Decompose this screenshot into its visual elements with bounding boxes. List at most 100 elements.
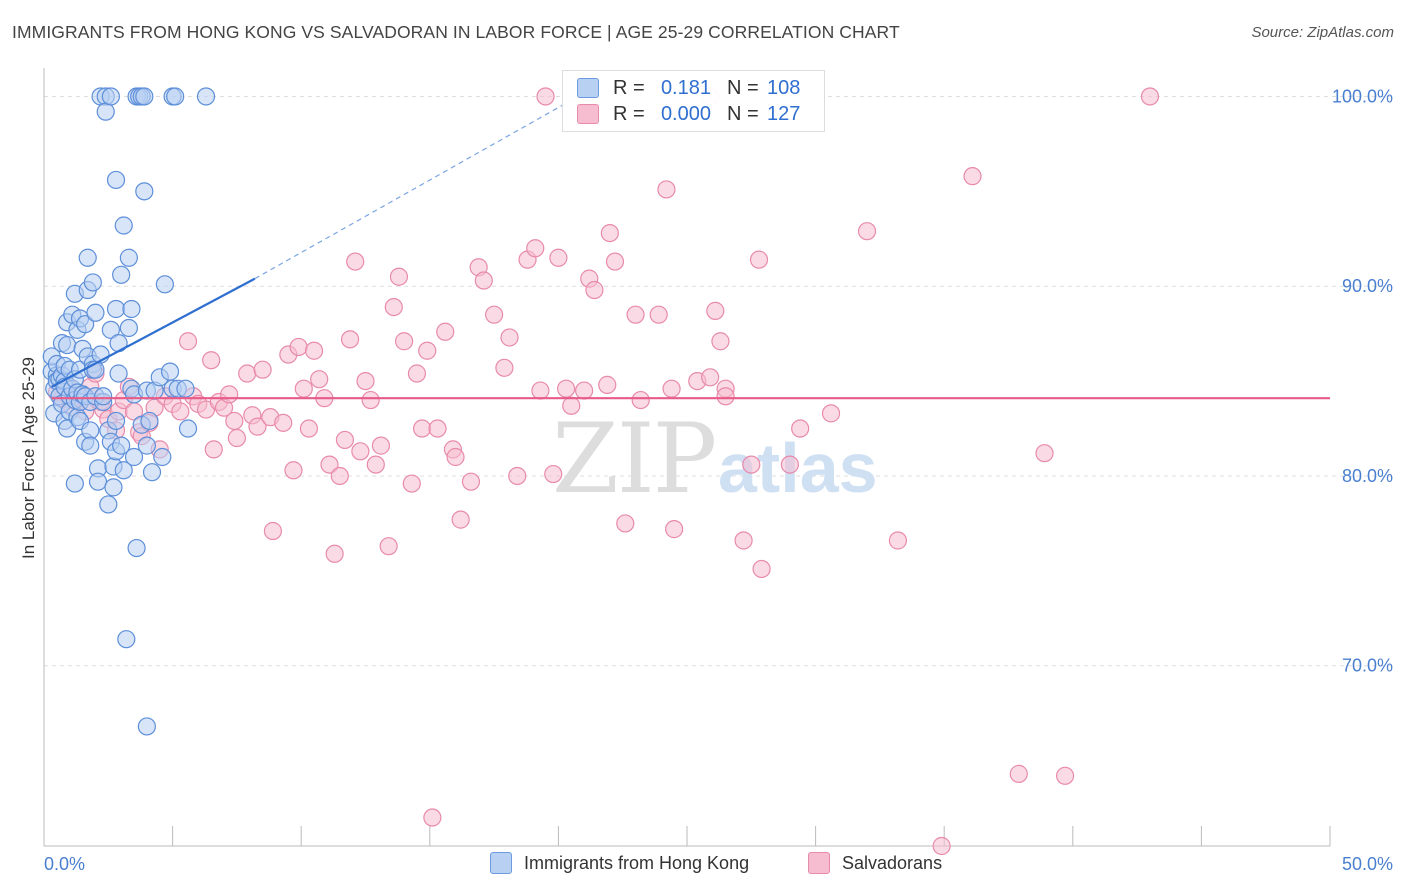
hong-kong-point: [137, 436, 156, 455]
salvadoran-point: [657, 180, 676, 199]
hong-kong-point: [119, 318, 138, 338]
hong-kong-point: [58, 335, 77, 355]
legend-r-value: 0.000: [660, 102, 711, 125]
y-axis-title: In Labor Force | Age 25-29: [19, 357, 38, 559]
salvadoran-point: [1140, 87, 1160, 106]
salvadoran-point: [616, 514, 635, 533]
salvadoran-point: [485, 305, 504, 324]
hong-kong-point: [86, 303, 105, 322]
salvadoran-point: [178, 332, 198, 351]
salvadoran-point: [857, 222, 877, 241]
salvadoran-point: [412, 419, 432, 438]
y-tick-label: 100.0%: [1332, 86, 1393, 106]
salvadoran-point: [389, 267, 409, 286]
salvadoran-point: [662, 379, 681, 398]
salvadoran-point: [508, 466, 527, 486]
salvadoran-point: [780, 455, 799, 474]
salvadoran-point: [407, 364, 427, 383]
salvadoran-point: [423, 808, 442, 827]
salvadoran-point: [665, 520, 684, 539]
legend-label-hong-kong: Immigrants from Hong Kong: [524, 852, 750, 873]
hong-kong-point: [106, 411, 126, 431]
salvadoran-point: [600, 223, 619, 243]
hong-kong-point: [106, 299, 126, 319]
hong-kong-point: [196, 87, 216, 106]
hong-kong-point: [78, 248, 97, 267]
salvadoran-point: [752, 559, 771, 579]
hong-kong-point: [99, 495, 118, 514]
salvadoran-point: [371, 436, 391, 455]
salvadoran-point: [171, 402, 190, 421]
salvadoran-point: [320, 455, 339, 474]
salvadoran-point: [526, 239, 545, 258]
watermark-zip: ZIP: [552, 403, 715, 515]
x-tick-label: 0.0%: [44, 854, 85, 874]
hong-kong-point: [127, 538, 146, 558]
salvadoran-point: [361, 390, 380, 410]
salvadoran-point: [734, 531, 753, 550]
tick-labels: 70.0% 80.0% 90.0% 100.0% 0.0% 50.0%: [44, 86, 1393, 874]
salvadoran-point: [428, 419, 447, 438]
salvadoran-point: [310, 370, 329, 389]
salvadoran-point: [474, 271, 493, 290]
salvadoran-point: [248, 417, 267, 436]
hong-kong-point: [83, 273, 102, 292]
salvadoran-point: [202, 351, 221, 370]
series-legend: Immigrants from Hong Kong Salvadorans: [0, 852, 1406, 878]
legend-item-hong-kong[interactable]: Immigrants from Hong Kong: [490, 852, 749, 874]
salvadoran-point: [749, 250, 769, 269]
hong-kong-point: [178, 419, 198, 438]
hong-kong-point: [124, 447, 144, 467]
legend-r-label: R =: [613, 102, 645, 125]
salvadoran-point: [253, 360, 272, 379]
salvadoran-point: [330, 466, 349, 486]
legend-row-hong-kong: R = 0.181 N = 108: [577, 76, 800, 100]
hong-kong-point: [112, 265, 131, 284]
hong-kong-point: [160, 362, 180, 381]
salvadoran-point: [562, 396, 581, 415]
salvadoran-point: [227, 428, 246, 448]
salvadoran-point: [461, 472, 481, 491]
salvadoran-point: [742, 455, 761, 474]
x-tick-label: 50.0%: [1342, 854, 1393, 874]
hong-kong-points: [42, 87, 216, 736]
salvadoran-point: [544, 464, 563, 484]
y-tick-label: 90.0%: [1342, 276, 1393, 296]
salvadoran-point: [716, 387, 735, 406]
hong-kong-point: [104, 478, 123, 497]
salvadoran-point: [238, 364, 257, 383]
salvadoran-point: [325, 544, 344, 563]
salvadoran-point: [384, 297, 403, 317]
hong-kong-point: [153, 447, 172, 467]
salvadoran-point: [598, 375, 617, 394]
salvadoran-point: [963, 167, 982, 186]
legend-r-label: R =: [613, 76, 645, 99]
salvadoran-point: [394, 332, 414, 351]
salvadoran-point: [356, 371, 375, 391]
salvadoran-point: [379, 537, 398, 556]
legend-row-salvadorans: R = 0.000 N = 127: [577, 102, 800, 126]
legend-label-salvadorans: Salvadorans: [842, 852, 943, 873]
hong-kong-point: [81, 421, 100, 440]
hong-kong-point: [117, 630, 136, 649]
legend-item-salvadorans[interactable]: Salvadorans: [808, 852, 942, 874]
salvadoran-point: [821, 404, 841, 423]
hong-kong-point: [155, 275, 174, 294]
hong-kong-point: [94, 387, 113, 406]
hong-kong-point: [176, 379, 195, 398]
salvadoran-point: [225, 411, 244, 431]
hong-kong-point: [142, 463, 162, 482]
hong-kong-point: [137, 717, 156, 736]
salvadoran-point: [294, 379, 313, 398]
salvadoran-point: [500, 328, 519, 347]
salvadoran-point: [274, 413, 293, 432]
salvadoran-point: [402, 474, 421, 493]
salvadoran-point: [299, 419, 319, 438]
salvadoran-point: [263, 521, 283, 541]
hong-kong-point: [109, 364, 128, 383]
legend-n-label: N =: [727, 102, 759, 125]
y-tick-label: 80.0%: [1342, 466, 1393, 486]
salvadoran-point: [335, 430, 355, 450]
hong-kong-point: [114, 216, 133, 235]
